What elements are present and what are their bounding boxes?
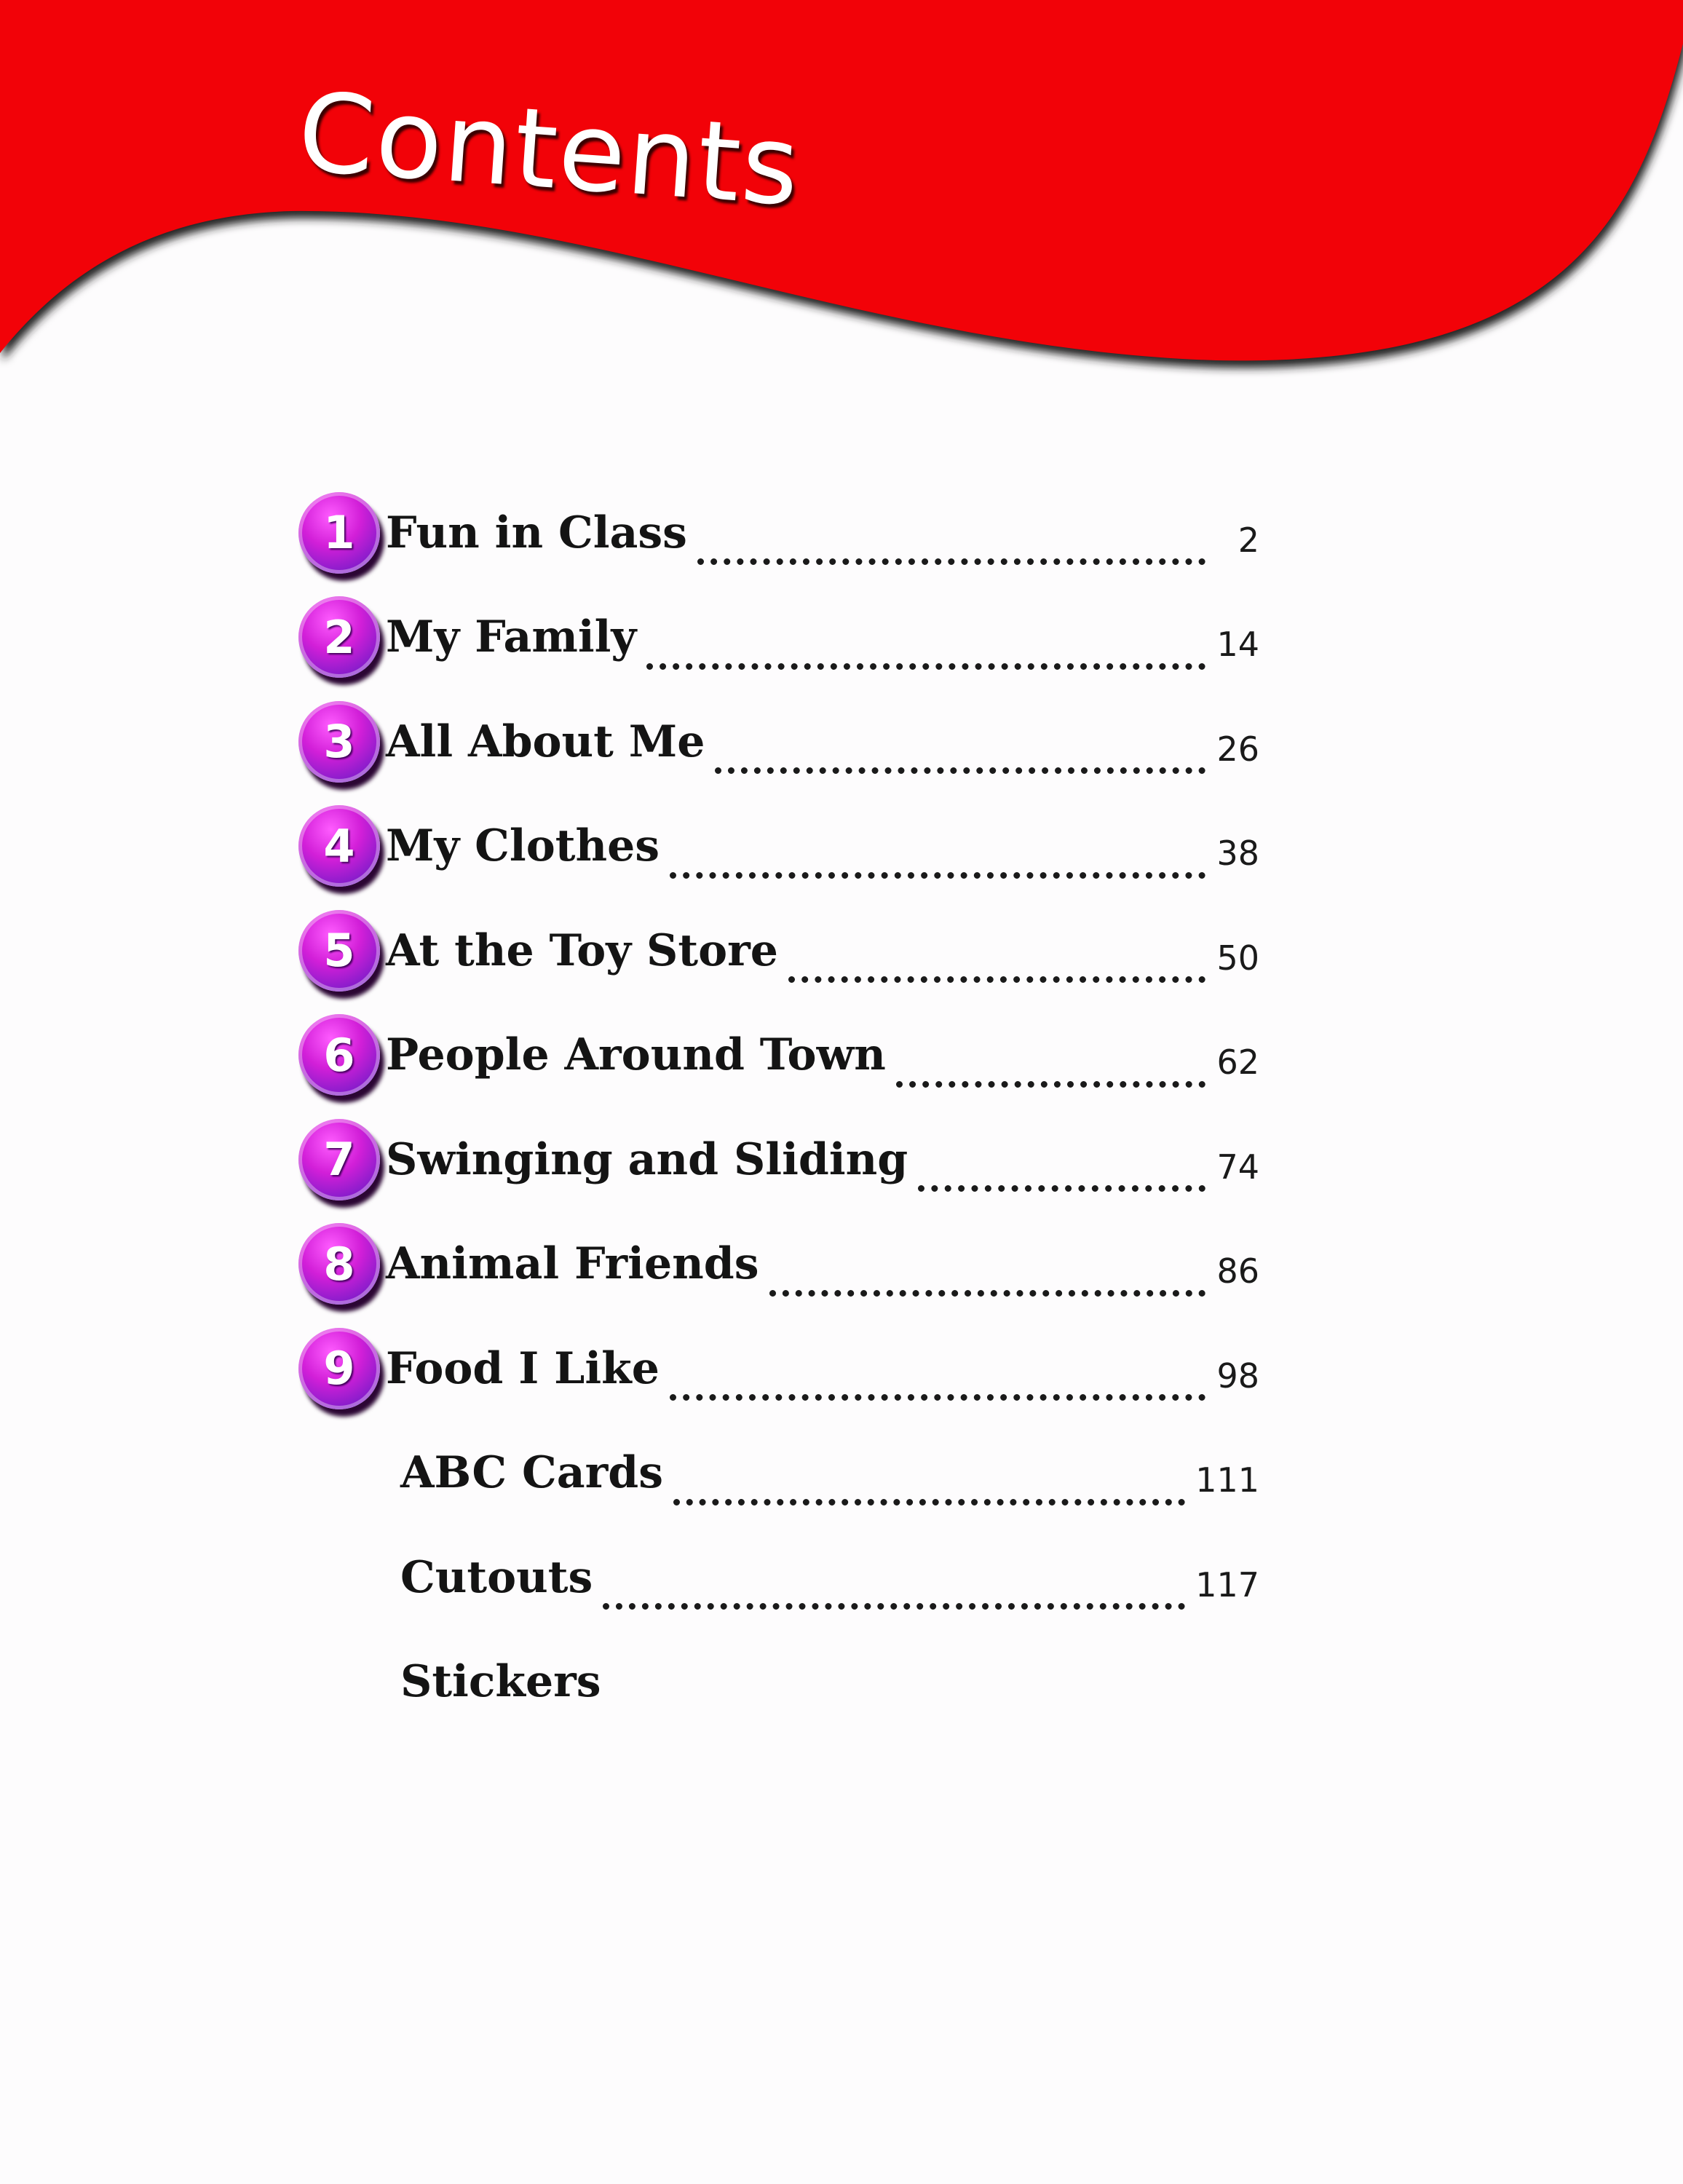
unit-number-badge: 3 [298,700,380,783]
page-number: 74 [1216,1147,1259,1187]
entry-title: My Clothes [386,820,660,872]
page-number: 98 [1216,1356,1259,1396]
page-number: 62 [1216,1042,1259,1083]
entry-title: Cutouts [400,1551,593,1603]
dot-leader [788,933,1205,984]
dot-leader [669,1350,1205,1401]
unit-number-badge: 1 [298,491,380,574]
dot-leader [673,1455,1186,1506]
toc-entry[interactable]: 8 Animal Friends 86 [298,1212,1259,1317]
toc-entry[interactable]: Cutouts 117 [298,1525,1259,1630]
table-of-contents: 1 Fun in Class 2 2 My Family 14 3 All About Me 2… [298,480,1259,1734]
entry-title: ABC Cards [400,1447,663,1499]
unit-number-badge: 4 [298,805,380,887]
page-number: 38 [1216,834,1259,874]
unit-number-badge: 2 [298,596,380,678]
dot-leader [715,724,1205,775]
toc-entry[interactable]: 4 My Clothes 38 [298,794,1259,899]
entry-title: At the Toy Store [386,925,778,976]
entry-title: Swinging and Sliding [386,1133,908,1185]
entry-title: Fun in Class [386,507,687,558]
unit-number-badge: 7 [298,1118,380,1200]
page-number: 111 [1195,1460,1259,1500]
unit-number-badge: 8 [298,1223,380,1305]
toc-entry[interactable]: 3 All About Me 26 [298,689,1259,794]
page-number: 14 [1216,625,1259,665]
entry-title: Animal Friends [386,1238,759,1290]
dot-leader [918,1142,1205,1192]
dot-leader [769,1246,1205,1297]
dot-leader [646,620,1205,670]
entry-title: All About Me [386,716,705,767]
unit-number-badge: 5 [298,909,380,992]
toc-entry[interactable]: ABC Cards 111 [298,1421,1259,1526]
entry-title: People Around Town [386,1029,886,1081]
toc-entry[interactable]: 1 Fun in Class 2 [298,480,1259,585]
toc-entry[interactable]: 9 Food I Like 98 [298,1316,1259,1421]
red-wave-banner [0,0,1683,368]
toc-entry[interactable]: 6 People Around Town 62 [298,1003,1259,1108]
page-number: 2 [1238,520,1259,560]
entry-title: My Family [386,612,637,663]
unit-number-badge: 6 [298,1014,380,1096]
page-number: 26 [1216,729,1259,769]
page-number: 50 [1216,938,1259,978]
entry-title: Stickers [400,1656,601,1708]
page-number: 86 [1216,1251,1259,1291]
dot-leader [603,1559,1186,1610]
unit-number-badge: 9 [298,1327,380,1409]
dot-leader [670,828,1205,879]
toc-entry[interactable]: 2 My Family 14 [298,585,1259,690]
dot-leader [697,515,1205,566]
toc-entry[interactable]: 5 At the Toy Store 50 [298,898,1259,1003]
dot-leader [895,1037,1205,1088]
entry-title: Food I Like [386,1342,660,1394]
page-number: 117 [1195,1564,1259,1605]
toc-entry[interactable]: 7 Swinging and Sliding 74 [298,1107,1259,1212]
toc-entry[interactable]: Stickers [298,1630,1259,1735]
